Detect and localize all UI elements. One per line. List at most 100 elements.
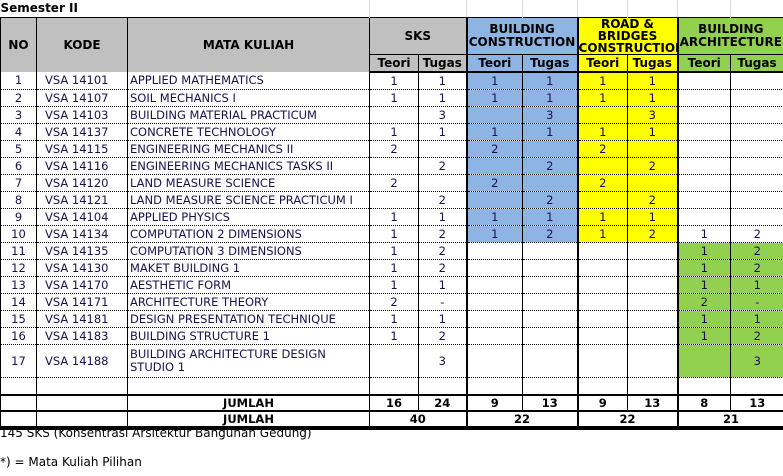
jumlah-row: JUMLAH 16 24 9 13 9 13 8 13 [0, 395, 783, 412]
cell-sg: 1 [418, 123, 467, 141]
cell-kode: VSA 14115 [36, 140, 128, 158]
cell-bg [522, 327, 578, 345]
cell-mata: COMPUTATION 2 DIMENSIONS [126, 225, 370, 243]
cell-kode: VSA 14121 [36, 191, 128, 209]
cell-ag: 3 [730, 344, 783, 378]
empty-cell [418, 377, 467, 396]
cell-at [676, 140, 731, 158]
cell-mata: BUILDING ARCHITECTURE DESIGN STUDIO 1 [126, 344, 370, 378]
table-row: 17 VSA 14188 BUILDING ARCHITECTURE DESIGN … [0, 344, 783, 378]
cell-at: 2 [676, 293, 731, 311]
cell-mata: BUILDING MATERIAL PRACTICUM [126, 106, 370, 124]
cell-rg [627, 327, 678, 345]
cell-bg: 2 [522, 157, 578, 175]
cell-bg [522, 140, 578, 158]
cell-ag [730, 89, 783, 107]
cell-mata: APPLIED PHYSICS [126, 208, 370, 226]
cell-rt: 1 [576, 123, 628, 141]
table-row: 11 VSA 14135 COMPUTATION 3 DIMENSIONS 1 2 1 2 [0, 242, 783, 260]
empty-cell [676, 377, 731, 396]
cell-rt: 2 [576, 174, 628, 192]
cell-at: 1 [676, 225, 731, 243]
cell-ag [730, 174, 783, 192]
cell-no: 14 [0, 293, 37, 311]
jumlah-sg: 24 [418, 395, 467, 412]
header-ba-teori: Teori [676, 54, 732, 73]
cell-rt: 1 [576, 89, 628, 107]
total-label: JUMLAH [126, 411, 370, 430]
cell-st: 1 [369, 276, 419, 294]
semester-title: Semester II [0, 0, 371, 18]
header-no: NO [0, 17, 37, 72]
cell-bt: 1 [465, 72, 523, 90]
table-row: 9 VSA 14104 APPLIED PHYSICS 1 1 1 1 1 1 [0, 208, 783, 226]
header-kode: KODE [36, 17, 128, 72]
cell-ag: 1 [730, 276, 783, 294]
cell-st [369, 106, 419, 124]
cell-ag [730, 208, 783, 226]
header-bc-tugas: Tugas [522, 54, 579, 73]
cell-no: 4 [0, 123, 37, 141]
cell-kode: VSA 14181 [36, 310, 128, 328]
cell-ag [730, 157, 783, 175]
jumlah-label: JUMLAH [126, 395, 370, 412]
cell-rg: 1 [627, 89, 678, 107]
cell-bt: 2 [465, 174, 523, 192]
cell-mata: ENGINEERING MECHANICS II [126, 140, 370, 158]
cell-at [676, 191, 731, 209]
cell-kode: VSA 14171 [36, 293, 128, 311]
cell-sg: 2 [418, 191, 467, 209]
cell-st: 1 [369, 327, 419, 345]
cell-bt [465, 242, 523, 260]
cell-no: 6 [0, 157, 37, 175]
cell-no: 10 [0, 225, 37, 243]
table-row: 3 VSA 14103 BUILDING MATERIAL PRACTICUM 3 3 3 [0, 106, 783, 124]
cell-at [676, 123, 731, 141]
header-sks-teori: Teori [369, 54, 420, 73]
cell-mata: AESTHETIC FORM [126, 276, 370, 294]
header-mata-kuliah: MATA KULIAH [126, 17, 371, 72]
cell-bg: 1 [522, 123, 578, 141]
cell-rg [627, 310, 678, 328]
cell-at [676, 208, 731, 226]
cell-ag: 2 [730, 242, 783, 260]
cell-rt [576, 106, 628, 124]
cell-rt [576, 276, 628, 294]
cell-kode: VSA 14101 [36, 72, 128, 90]
jumlah-at: 8 [676, 395, 731, 412]
cell-mata: CONCRETE TECHNOLOGY [126, 123, 370, 141]
empty-cell [36, 377, 128, 396]
total-row: JUMLAH 40 22 22 21 [0, 411, 783, 430]
cell-bg [522, 276, 578, 294]
jumlah-ag: 13 [730, 395, 783, 412]
cell-no: 7 [0, 174, 37, 192]
jumlah-bt: 9 [465, 395, 523, 412]
cell-rt [576, 191, 628, 209]
cell-ag: 2 [730, 259, 783, 277]
header-sks-tugas: Tugas [418, 54, 468, 73]
cell-bt: 1 [465, 225, 523, 243]
cell-ag: 2 [730, 327, 783, 345]
cell-kode: VSA 14170 [36, 276, 128, 294]
cell-st: 1 [369, 242, 419, 260]
table-row: 10 VSA 14134 COMPUTATION 2 DIMENSIONS 1 2 1 2 1… [0, 225, 783, 243]
empty-cell [36, 395, 128, 412]
cell-sg: 2 [418, 327, 467, 345]
header-bc-teori: Teori [465, 54, 524, 73]
cell-rt [576, 242, 628, 260]
cell-bg [522, 259, 578, 277]
cell-bg: 1 [522, 208, 578, 226]
jumlah-rt: 9 [576, 395, 628, 412]
cell-ag [730, 123, 783, 141]
cell-no: 11 [0, 242, 37, 260]
cell-mata: LAND MEASURE SCIENCE PRACTICUM I [126, 191, 370, 209]
table-row: 5 VSA 14115 ENGINEERING MECHANICS II 2 2 2 [0, 140, 783, 158]
cell-no: 17 [0, 344, 37, 378]
cell-sg: 1 [418, 208, 467, 226]
header-road-bridges: ROAD & BRIDGES CONSTRUCTION [576, 17, 679, 55]
cell-bt: 2 [465, 140, 523, 158]
cell-bg [522, 174, 578, 192]
cell-bg: 2 [522, 191, 578, 209]
cell-st [369, 344, 419, 378]
